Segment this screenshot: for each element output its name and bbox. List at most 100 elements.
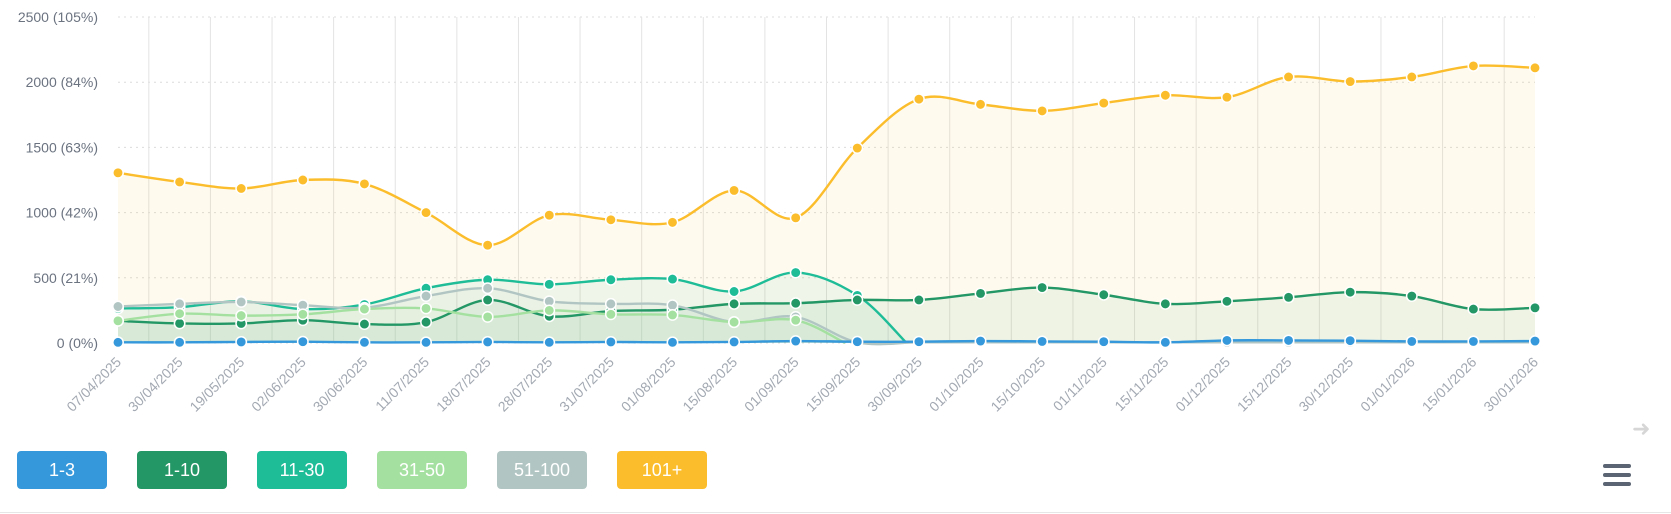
data-point-1-10 [1097,288,1110,301]
data-point-1-3 [1036,335,1049,348]
data-point-1-3 [666,336,679,349]
data-point-101+ [851,142,864,155]
data-point-1-3 [789,335,802,347]
data-point-1-10 [728,297,741,310]
data-point-1-3 [112,336,124,349]
data-point-51-100 [481,282,494,295]
data-point-1-3 [728,336,741,348]
data-point-101+ [1282,71,1295,83]
x-tick-label: 01/01/2026 [1357,354,1418,415]
grid [118,16,1535,344]
data-point-31-50 [543,304,556,317]
data-point-1-3 [1097,335,1110,348]
x-tick-label: 11/07/2025 [372,354,432,414]
series-area-11-30 [118,272,907,343]
data-point-101+ [358,177,371,190]
x-axis-tick-labels: 07/04/2025 30/04/2025 19/05/2025 02/06/2025… [63,354,1541,415]
legend-item-11-30[interactable]: 11-30 [257,451,347,489]
x-tick-label: 31/07/2025 [556,354,617,415]
data-point-1-10 [1036,281,1049,294]
data-point-1-10 [1221,295,1233,308]
data-point-1-10 [173,317,186,330]
arrow-right-icon[interactable]: ➜ [1632,416,1651,441]
legend-item-1-10[interactable]: 1-10 [137,451,227,489]
data-point-1-3 [1405,335,1418,348]
data-point-101+ [173,176,186,188]
data-point-101+ [789,211,802,224]
data-point-101+ [112,166,124,179]
hamburger-menu-icon[interactable] [1603,464,1631,488]
data-point-1-3 [296,335,309,348]
series-area-101+ [118,65,1535,344]
x-tick-label: 30/12/2025 [1295,354,1356,415]
data-point-1-10 [789,297,802,310]
data-point-101+ [728,184,741,197]
data-point-1-3 [1221,334,1233,347]
x-tick-label: 15/08/2025 [679,354,740,415]
data-point-1-3 [543,336,556,349]
data-point-101+ [912,93,925,106]
data-point-51-100 [666,299,679,312]
data-point-1-3 [974,335,987,347]
data-point-31-50 [173,307,186,320]
x-tick-label: 15/01/2026 [1419,354,1480,415]
y-tick-label: 2500 (105%) [18,9,98,25]
y-axis-tick-labels: 0 (0%) 500 (21%) 1000 (42%) 1500 (63%) 2000 … [18,9,98,351]
data-point-51-100 [173,297,186,310]
x-tick-label: 28/07/2025 [495,354,556,415]
data-point-31-50 [358,303,371,316]
x-tick-label: 01/11/2025 [1050,354,1110,414]
divider [0,512,1671,513]
data-point-101+ [1529,61,1541,74]
data-point-1-10 [481,294,494,306]
data-point-31-50 [420,302,432,315]
data-point-51-100 [235,295,248,308]
y-tick-label: 0 (0%) [57,335,98,351]
data-point-101+ [1405,71,1418,83]
x-tick-label: 15/10/2025 [987,354,1048,415]
data-point-11-30 [604,273,617,286]
data-point-1-10 [1467,303,1480,316]
legend-item-101+[interactable]: 101+ [617,451,707,489]
x-tick-label: 15/12/2025 [1234,354,1295,415]
data-point-1-10 [1405,290,1418,303]
data-point-11-30 [728,285,741,298]
data-point-31-50 [112,314,124,327]
data-point-101+ [543,209,556,222]
menu-bar [1603,464,1631,468]
data-point-31-50 [728,316,741,329]
data-point-1-10 [1282,291,1295,304]
data-point-101+ [1159,89,1172,102]
x-tick-label: 01/10/2025 [926,354,987,415]
data-point-51-100 [420,290,432,303]
data-point-51-100 [112,300,124,313]
x-tick-label: 01/09/2025 [741,354,802,415]
data-point-1-10 [1529,301,1541,314]
legend-item-51-100[interactable]: 51-100 [497,451,587,489]
x-tick-label: 30/01/2026 [1480,354,1541,415]
data-point-101+ [1344,75,1357,88]
data-point-1-3 [235,336,248,348]
series-area-1-10 [118,287,1535,343]
data-point-1-10 [1159,297,1172,310]
data-point-1-10 [851,294,864,306]
x-tick-label: 30/09/2025 [864,354,925,415]
data-point-1-3 [358,336,371,349]
data-point-101+ [604,213,617,226]
data-point-1-10 [912,294,925,306]
data-point-101+ [974,98,987,111]
x-tick-label: 02/06/2025 [248,354,309,415]
data-point-1-3 [481,336,494,348]
data-point-31-50 [604,308,617,321]
data-point-31-50 [666,309,679,321]
data-point-1-3 [851,335,864,348]
data-point-1-3 [420,336,432,349]
legend-item-1-3[interactable]: 1-3 [17,451,107,489]
data-point-1-3 [1467,335,1480,348]
y-tick-label: 500 (21%) [33,270,98,286]
legend-item-31-50[interactable]: 31-50 [377,451,467,489]
x-tick-label: 07/04/2025 [63,354,124,415]
data-point-101+ [1221,91,1233,104]
data-point-101+ [1097,97,1110,110]
